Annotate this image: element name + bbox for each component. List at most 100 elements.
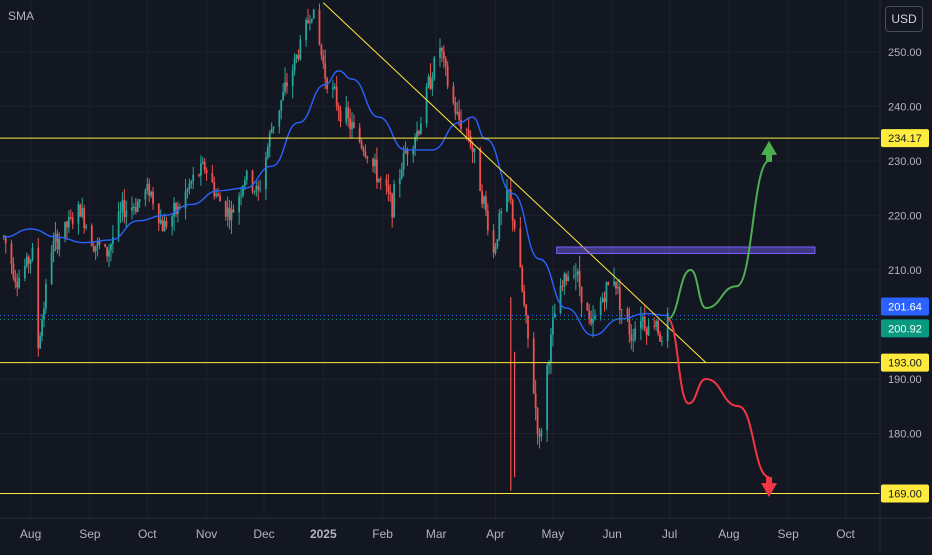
candle-body xyxy=(465,129,468,131)
candle-body xyxy=(657,320,659,334)
candle-body xyxy=(150,191,153,196)
y-tick-label: 190.00 xyxy=(888,374,922,386)
candle-body xyxy=(148,183,151,196)
candle-body xyxy=(71,217,74,224)
candle-body xyxy=(58,238,61,250)
candle-body xyxy=(523,290,526,306)
candle-body xyxy=(211,172,214,183)
candle-body xyxy=(507,189,510,191)
candle-body xyxy=(257,185,260,190)
candle-body xyxy=(442,51,445,59)
x-tick-label: Aug xyxy=(718,527,739,541)
candle-body xyxy=(578,271,581,287)
candle-body xyxy=(184,191,187,209)
candle-body xyxy=(131,207,133,211)
candle-body xyxy=(441,48,443,52)
x-tick-label: Aug xyxy=(20,527,41,541)
candle-body xyxy=(94,245,97,252)
candle-body xyxy=(366,156,369,159)
candle-body xyxy=(639,321,642,329)
candle-body xyxy=(268,133,271,147)
candle-body xyxy=(588,310,591,319)
candle-body xyxy=(389,192,392,195)
candle-body xyxy=(77,204,80,224)
candle-body xyxy=(532,338,535,394)
candle-body xyxy=(25,256,28,267)
candle-body xyxy=(242,185,244,196)
candle-body xyxy=(324,63,327,79)
candle-body xyxy=(406,149,409,155)
candle-body xyxy=(561,285,564,287)
candle-body xyxy=(27,256,30,264)
candle-body xyxy=(14,277,17,282)
candle-body xyxy=(643,316,646,329)
candle-body xyxy=(284,82,286,92)
candle-body xyxy=(358,127,361,142)
candle-body xyxy=(460,119,462,130)
x-tick-label: Sep xyxy=(777,527,799,541)
candle-body xyxy=(527,315,529,339)
candle-body xyxy=(353,122,355,128)
candle-body xyxy=(83,208,86,228)
x-tick-label: Sep xyxy=(79,527,101,541)
candle-body xyxy=(165,221,168,227)
candle-body xyxy=(412,148,415,155)
candle-body xyxy=(486,211,489,231)
candle-body xyxy=(318,9,321,45)
candle-body xyxy=(85,225,87,228)
candle-body xyxy=(335,86,338,107)
candle-body xyxy=(282,91,285,100)
candle-body xyxy=(418,130,420,135)
candle-body xyxy=(375,159,378,182)
candle-body xyxy=(226,207,229,217)
candle-body xyxy=(613,281,615,285)
candle-body xyxy=(175,202,177,215)
candle-body xyxy=(630,334,633,341)
candle-body xyxy=(553,313,556,318)
x-tick-label: May xyxy=(542,527,565,541)
candle-body xyxy=(10,243,13,264)
candle-body xyxy=(278,110,281,127)
candle-body xyxy=(224,201,227,217)
candle-body xyxy=(402,152,405,170)
candle-body xyxy=(178,206,181,209)
candle-body xyxy=(429,76,432,89)
y-tick-label: 250.00 xyxy=(888,47,922,59)
x-tick-label: Jul xyxy=(662,527,677,541)
candle-body xyxy=(385,179,388,186)
candle-body xyxy=(198,174,200,176)
candle-body xyxy=(159,219,162,224)
candle-body xyxy=(320,44,323,56)
x-tick-label: Apr xyxy=(486,527,505,541)
price-badge-sma-value xyxy=(881,297,929,316)
candle-body xyxy=(347,107,350,119)
candle-body xyxy=(452,86,455,103)
candle-body xyxy=(295,55,298,59)
candle-body xyxy=(339,110,342,123)
x-tick-label: Nov xyxy=(196,527,217,541)
bull-scenario-arrow-head xyxy=(761,140,778,155)
candle-body xyxy=(108,250,110,257)
candle-body xyxy=(96,241,99,246)
indicator-label[interactable]: SMA xyxy=(8,9,35,23)
candle-body xyxy=(454,102,457,114)
candle-body xyxy=(483,196,485,204)
candle-body xyxy=(228,207,231,221)
candle-body xyxy=(419,123,422,135)
candle-body xyxy=(565,273,568,282)
candle-body xyxy=(136,201,139,212)
candle-body xyxy=(133,206,135,208)
candle-body xyxy=(592,318,594,324)
price-label-sma-value: 201.64 xyxy=(888,301,922,313)
candle-body xyxy=(291,70,294,87)
bull-scenario-arrow-shaft xyxy=(766,153,773,162)
candle-body xyxy=(479,148,482,191)
currency-button[interactable]: USD xyxy=(885,6,923,32)
candle-body xyxy=(219,195,221,202)
candle-body xyxy=(134,206,137,212)
candle-body xyxy=(309,21,311,23)
x-tick-label: 2025 xyxy=(310,527,337,541)
sma-series xyxy=(3,70,668,337)
